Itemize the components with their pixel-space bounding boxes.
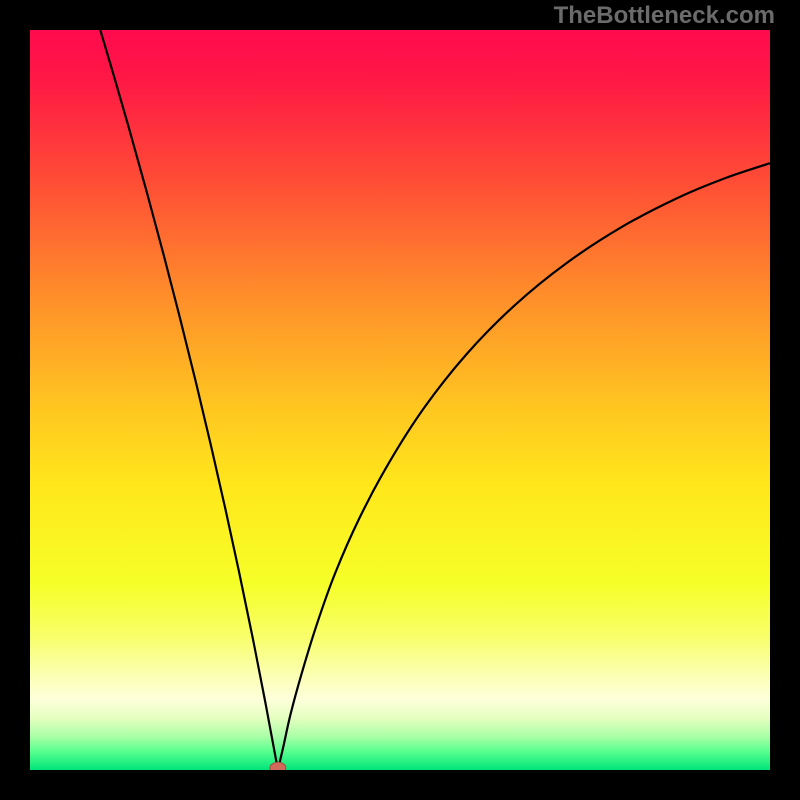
chart-frame: TheBottleneck.com <box>0 0 800 800</box>
dip-marker <box>270 762 286 770</box>
bottleneck-curve <box>30 30 770 770</box>
curve-right-branch <box>278 163 770 770</box>
plot-area <box>30 30 770 770</box>
curve-left-branch <box>100 30 278 770</box>
watermark-text: TheBottleneck.com <box>554 2 775 30</box>
